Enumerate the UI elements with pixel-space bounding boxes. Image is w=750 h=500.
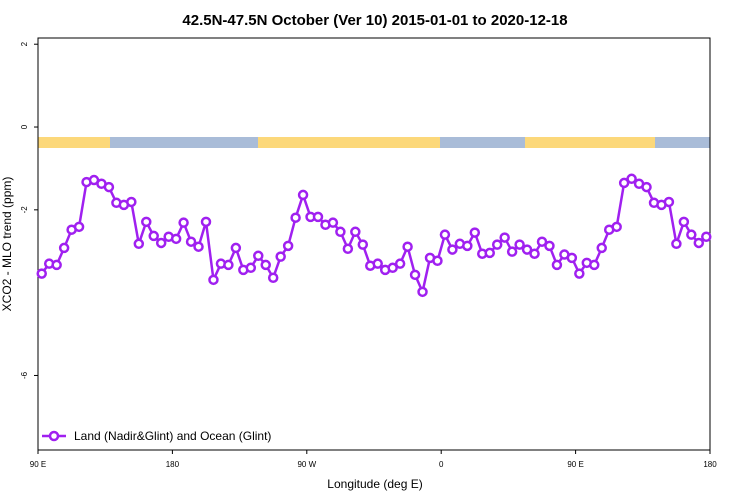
point xyxy=(686,229,697,240)
point xyxy=(290,212,301,223)
point xyxy=(506,246,518,257)
point xyxy=(208,274,219,286)
ocean xyxy=(440,137,525,148)
point xyxy=(402,241,413,252)
point xyxy=(394,258,406,269)
x-tick-label: 90 E xyxy=(30,460,46,469)
point xyxy=(701,231,712,243)
point xyxy=(170,233,182,245)
x-tick-label: 180 xyxy=(703,460,717,469)
point xyxy=(342,243,354,255)
chart-title: 42.5N-47.5N October (Ver 10) 2015-01-01 … xyxy=(182,12,567,29)
y-tick-label: -2 xyxy=(20,206,29,214)
point xyxy=(618,177,630,189)
x-tick-label: 90 W xyxy=(297,460,316,469)
y-tick-label: 0 xyxy=(20,124,29,129)
point xyxy=(178,217,189,228)
point xyxy=(103,181,115,193)
x-tick-label: 0 xyxy=(439,460,444,469)
point xyxy=(350,226,361,238)
x-tick-label: 180 xyxy=(166,460,180,469)
y-axis-label: XCO2 - MLO trend (ppm) xyxy=(0,177,14,312)
legend-label: Land (Nadir&Glint) and Ocean (Glint) xyxy=(74,429,271,443)
point xyxy=(529,248,540,259)
y-tick-label: 2 xyxy=(20,41,29,46)
point xyxy=(312,211,324,223)
point xyxy=(521,244,533,255)
point xyxy=(447,244,458,255)
point xyxy=(372,258,383,269)
point xyxy=(282,240,294,252)
land xyxy=(258,137,440,148)
point xyxy=(253,250,264,262)
point xyxy=(499,232,510,243)
point xyxy=(417,286,428,298)
point xyxy=(297,189,309,201)
series-line xyxy=(40,177,708,296)
point xyxy=(693,237,705,249)
point xyxy=(275,251,286,262)
land-mask xyxy=(38,137,710,148)
point xyxy=(357,239,369,250)
point xyxy=(223,259,234,271)
point xyxy=(544,240,555,252)
point xyxy=(596,242,607,254)
plot-frame xyxy=(37,37,711,451)
point xyxy=(73,221,85,233)
point xyxy=(58,242,70,254)
x-axis-label: Longitude (deg E) xyxy=(327,477,422,491)
y-tick-label: -6 xyxy=(20,371,29,379)
point xyxy=(230,242,242,254)
point xyxy=(327,217,339,228)
point xyxy=(514,239,525,250)
point xyxy=(245,262,257,274)
point xyxy=(193,241,204,252)
point xyxy=(611,221,622,233)
point xyxy=(491,239,503,250)
point xyxy=(462,240,473,252)
point xyxy=(200,216,212,228)
land xyxy=(525,137,655,148)
point xyxy=(551,259,563,271)
point xyxy=(148,230,159,242)
point xyxy=(469,227,481,238)
point xyxy=(671,238,682,250)
point xyxy=(155,237,167,249)
point xyxy=(589,259,600,271)
point xyxy=(185,236,197,247)
point xyxy=(36,268,47,279)
point xyxy=(663,196,675,208)
point xyxy=(439,229,451,240)
point xyxy=(141,216,152,228)
point xyxy=(409,269,421,281)
point xyxy=(626,173,637,185)
point xyxy=(126,196,137,208)
point xyxy=(432,255,443,267)
point xyxy=(641,181,652,193)
point xyxy=(566,252,578,264)
land xyxy=(38,137,110,148)
point xyxy=(387,262,398,274)
point xyxy=(678,216,690,228)
legend-marker xyxy=(48,430,60,442)
ocean xyxy=(655,137,710,148)
point xyxy=(260,259,271,271)
x-tick-label: 90 E xyxy=(567,460,583,469)
point xyxy=(574,268,585,279)
point xyxy=(51,259,62,271)
point xyxy=(267,272,279,283)
point xyxy=(484,247,495,259)
point xyxy=(536,236,548,247)
point xyxy=(335,226,346,238)
ocean xyxy=(110,137,258,148)
point xyxy=(133,238,145,250)
